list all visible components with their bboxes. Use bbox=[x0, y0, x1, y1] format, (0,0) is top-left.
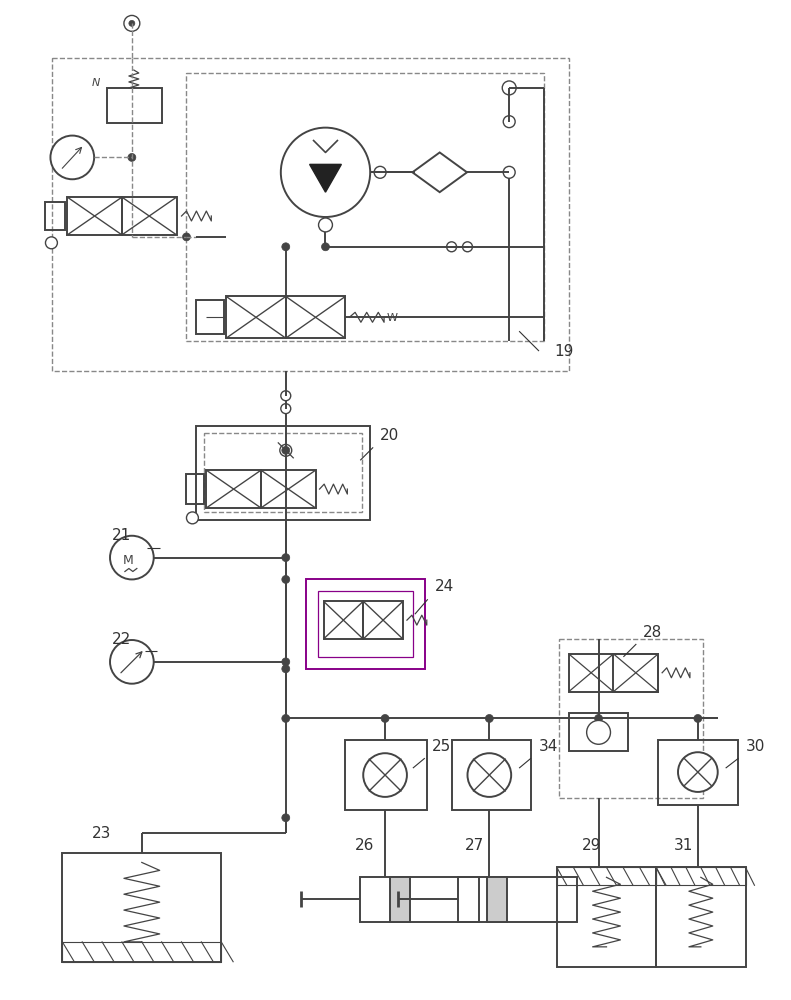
Bar bbox=[557, 867, 657, 885]
Bar bbox=[363, 601, 403, 639]
Bar bbox=[657, 867, 746, 885]
Bar bbox=[206, 470, 261, 508]
Bar bbox=[390, 877, 410, 922]
Circle shape bbox=[281, 128, 370, 217]
Circle shape bbox=[282, 243, 290, 251]
Bar bbox=[457, 877, 577, 922]
Bar bbox=[360, 877, 479, 922]
Circle shape bbox=[381, 714, 389, 722]
Bar bbox=[52, 58, 569, 371]
Circle shape bbox=[587, 720, 611, 744]
Bar bbox=[614, 654, 658, 692]
Bar bbox=[67, 197, 122, 235]
Circle shape bbox=[503, 116, 515, 128]
Text: N: N bbox=[92, 78, 100, 88]
Circle shape bbox=[282, 446, 290, 454]
Bar bbox=[62, 853, 221, 962]
Circle shape bbox=[463, 242, 472, 252]
Bar bbox=[346, 740, 427, 810]
Bar bbox=[187, 73, 544, 341]
Circle shape bbox=[280, 444, 292, 456]
Bar bbox=[487, 877, 507, 922]
Circle shape bbox=[363, 753, 407, 797]
Circle shape bbox=[678, 752, 717, 792]
Text: 31: 31 bbox=[674, 838, 694, 853]
Circle shape bbox=[282, 665, 290, 673]
Bar bbox=[317, 591, 413, 657]
Bar bbox=[45, 202, 66, 230]
Polygon shape bbox=[412, 152, 467, 192]
Circle shape bbox=[595, 714, 603, 722]
Circle shape bbox=[282, 814, 290, 822]
Bar bbox=[569, 713, 628, 751]
Text: 28: 28 bbox=[643, 625, 663, 640]
Text: 20: 20 bbox=[380, 428, 399, 443]
Circle shape bbox=[282, 714, 290, 722]
Text: M: M bbox=[123, 554, 134, 567]
Circle shape bbox=[110, 536, 153, 579]
Text: 24: 24 bbox=[435, 579, 454, 594]
Polygon shape bbox=[309, 164, 342, 192]
Bar bbox=[557, 867, 657, 967]
Text: 21: 21 bbox=[112, 528, 131, 543]
Text: 19: 19 bbox=[554, 344, 573, 359]
Bar bbox=[559, 639, 703, 798]
Circle shape bbox=[467, 753, 511, 797]
Circle shape bbox=[281, 404, 291, 414]
Text: 27: 27 bbox=[464, 838, 484, 853]
Bar bbox=[286, 296, 346, 338]
Bar bbox=[657, 867, 746, 967]
Circle shape bbox=[110, 640, 153, 684]
Circle shape bbox=[282, 575, 290, 583]
Circle shape bbox=[486, 714, 494, 722]
Circle shape bbox=[45, 237, 58, 249]
Bar bbox=[305, 579, 425, 669]
Bar bbox=[62, 942, 221, 962]
Bar bbox=[261, 470, 316, 508]
Bar bbox=[658, 740, 737, 805]
Bar bbox=[204, 433, 362, 512]
Bar bbox=[324, 601, 363, 639]
Circle shape bbox=[502, 81, 517, 95]
Circle shape bbox=[129, 20, 134, 26]
Circle shape bbox=[282, 554, 290, 562]
Circle shape bbox=[183, 233, 191, 241]
Circle shape bbox=[694, 714, 702, 722]
Circle shape bbox=[503, 166, 515, 178]
Text: W: W bbox=[387, 313, 398, 323]
Circle shape bbox=[51, 136, 94, 179]
Text: 30: 30 bbox=[746, 739, 765, 754]
Circle shape bbox=[282, 658, 290, 666]
Bar bbox=[569, 654, 658, 692]
Bar bbox=[226, 296, 286, 338]
Circle shape bbox=[128, 153, 136, 161]
Text: 29: 29 bbox=[581, 838, 601, 853]
Text: 22: 22 bbox=[112, 632, 131, 647]
Text: 34: 34 bbox=[539, 739, 558, 754]
Circle shape bbox=[187, 512, 199, 524]
Circle shape bbox=[321, 243, 330, 251]
Bar bbox=[187, 474, 204, 504]
Circle shape bbox=[447, 242, 456, 252]
Circle shape bbox=[319, 218, 332, 232]
Circle shape bbox=[281, 391, 291, 401]
Bar bbox=[122, 197, 176, 235]
Bar bbox=[452, 740, 531, 810]
Bar bbox=[196, 300, 224, 334]
Text: 23: 23 bbox=[92, 826, 112, 841]
Circle shape bbox=[374, 166, 386, 178]
Bar bbox=[107, 88, 161, 123]
Circle shape bbox=[124, 15, 140, 31]
Text: 26: 26 bbox=[355, 838, 375, 853]
Text: 25: 25 bbox=[432, 739, 451, 754]
Bar bbox=[196, 426, 370, 520]
